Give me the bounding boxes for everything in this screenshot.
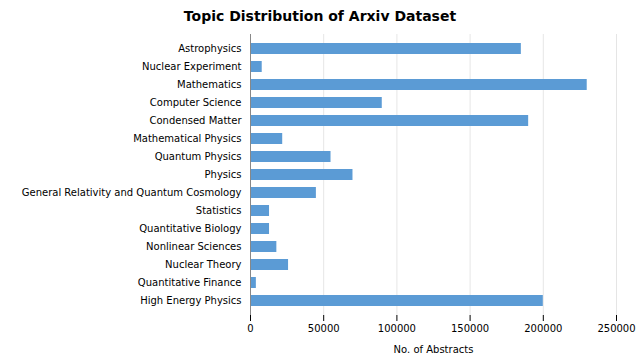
svg-text:Nonlinear Sciences: Nonlinear Sciences (146, 241, 241, 252)
svg-text:Statistics: Statistics (196, 205, 242, 216)
svg-text:Nuclear Theory: Nuclear Theory (165, 259, 241, 270)
html-text:Topic Distribution of Arxiv Da: Topic Distribution of Arxiv Dataset (183, 8, 457, 24)
svg-text:Astrophysics: Astrophysics (178, 43, 241, 54)
svg-text:Mathematical Physics: Mathematical Physics (133, 133, 241, 144)
svg-text:Quantum Physics: Quantum Physics (155, 151, 242, 162)
svg-text:50000: 50000 (308, 323, 340, 334)
svg-text:200000: 200000 (524, 323, 562, 334)
svg-text:100000: 100000 (378, 323, 416, 334)
svg-text:General Relativity and Quantum: General Relativity and Quantum Cosmology (22, 187, 242, 198)
svg-text:Mathematics: Mathematics (177, 79, 241, 90)
svg-text:Quantitative Biology: Quantitative Biology (139, 223, 241, 234)
svg-text:0: 0 (247, 323, 253, 334)
svg-text:150000: 150000 (451, 323, 489, 334)
svg-text:Nuclear Experiment: Nuclear Experiment (142, 61, 242, 72)
svg-text:High Energy Physics: High Energy Physics (140, 295, 241, 306)
svg-text:No. of Abstracts: No. of Abstracts (394, 344, 474, 355)
svg-text:Quantitative Finance: Quantitative Finance (138, 277, 242, 288)
svg-text:Computer Science: Computer Science (150, 97, 242, 108)
svg-text:Physics: Physics (205, 169, 242, 180)
svg-text:Condensed Matter: Condensed Matter (149, 115, 242, 126)
svg-text:250000: 250000 (597, 323, 635, 334)
